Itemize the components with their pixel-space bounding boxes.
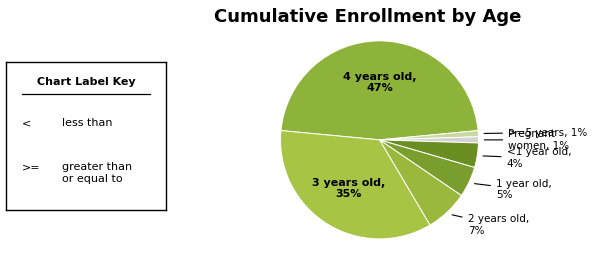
Wedge shape xyxy=(380,140,461,225)
Text: <: < xyxy=(22,118,31,128)
Wedge shape xyxy=(380,140,479,168)
Text: less than: less than xyxy=(62,118,113,128)
Text: Cumulative Enrollment by Age: Cumulative Enrollment by Age xyxy=(214,8,521,26)
Text: 2 years old,
7%: 2 years old, 7% xyxy=(452,214,529,236)
Text: >=: >= xyxy=(22,162,40,172)
Text: 1 year old,
5%: 1 year old, 5% xyxy=(474,179,551,200)
Text: 3 years old,
35%: 3 years old, 35% xyxy=(312,178,385,199)
Text: <1 year old,
4%: <1 year old, 4% xyxy=(483,147,571,169)
Wedge shape xyxy=(380,130,479,140)
Text: 4 years old,
47%: 4 years old, 47% xyxy=(343,72,416,93)
Text: greater than
or equal to: greater than or equal to xyxy=(62,162,132,184)
Text: Pregnant
women, 1%: Pregnant women, 1% xyxy=(484,129,569,151)
Text: Chart Label Key: Chart Label Key xyxy=(37,77,135,87)
Wedge shape xyxy=(380,137,479,143)
Wedge shape xyxy=(281,41,478,140)
Text: >=5 years, 1%: >=5 years, 1% xyxy=(484,128,587,137)
Wedge shape xyxy=(280,130,430,239)
Wedge shape xyxy=(380,140,474,196)
